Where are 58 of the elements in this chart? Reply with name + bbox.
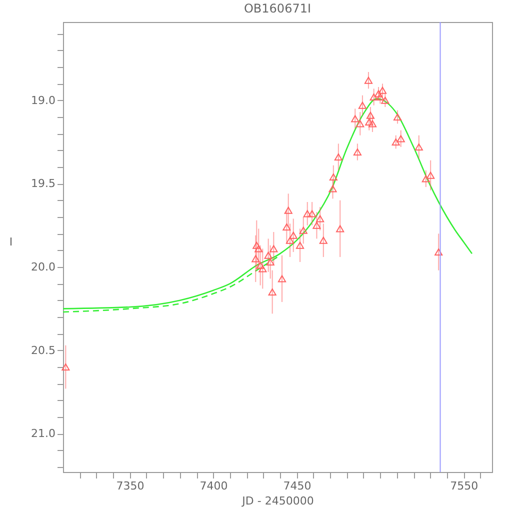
point [289, 232, 298, 239]
point [252, 255, 260, 262]
point [393, 113, 402, 121]
y-axis-title: I [9, 236, 13, 248]
point [365, 118, 374, 126]
point [278, 275, 286, 282]
point [376, 93, 384, 101]
point [296, 242, 304, 249]
y-tick-label: 21.0 [31, 427, 56, 440]
point [381, 96, 390, 104]
point [396, 135, 405, 142]
point [308, 210, 316, 218]
point [334, 153, 342, 161]
x-tick-label: 7400 [200, 480, 228, 492]
x-tick-label: 7550 [450, 480, 478, 492]
point [366, 112, 375, 119]
point [351, 115, 360, 122]
point [319, 236, 328, 244]
point [254, 245, 263, 252]
x-tick-label: 7450 [283, 480, 312, 492]
point [303, 210, 312, 218]
point [284, 206, 292, 214]
point [258, 265, 267, 272]
point [270, 245, 278, 252]
point [62, 363, 70, 371]
y-tick-label: 19.5 [31, 177, 56, 190]
point [316, 215, 324, 222]
point [256, 262, 264, 269]
point [374, 90, 383, 98]
point [434, 248, 443, 256]
point [252, 242, 261, 249]
point [356, 120, 364, 128]
point [358, 102, 366, 109]
point [282, 223, 291, 231]
y-tick-label: 19.0 [31, 94, 56, 107]
x-axis-title: JD - 2450000 [241, 494, 314, 508]
point [368, 120, 377, 128]
point [414, 143, 423, 151]
point [336, 225, 344, 232]
x-tick-label: 7350 [116, 480, 144, 492]
point [264, 252, 272, 259]
point [299, 226, 308, 234]
point [328, 185, 337, 192]
point [286, 236, 294, 244]
point [329, 173, 338, 181]
point [364, 76, 373, 84]
point [422, 175, 430, 182]
point [392, 138, 400, 146]
point [268, 288, 276, 296]
y-tick-label: 20.5 [31, 344, 56, 357]
chart-title: OB160671I [244, 2, 312, 16]
point [312, 222, 321, 229]
point [378, 86, 387, 94]
y-tick-label: 20.0 [31, 260, 56, 274]
point [426, 172, 435, 179]
point [266, 258, 274, 266]
point [370, 93, 378, 101]
point [353, 148, 362, 156]
